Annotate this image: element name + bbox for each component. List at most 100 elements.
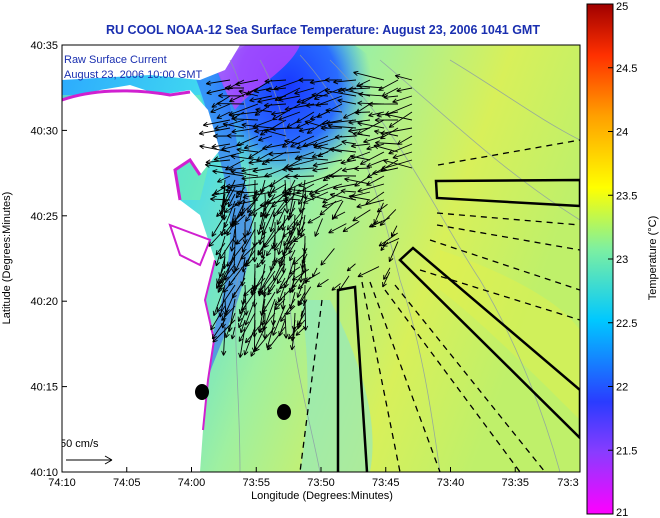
x-tick-label: 74:10 [48,477,76,489]
current-vector [340,159,357,165]
current-vector [325,108,343,114]
current-vector [308,183,329,195]
colorbar-tick-label: 23 [616,254,628,266]
current-vector [337,98,357,105]
current-vector [268,186,276,198]
current-vector [258,135,273,142]
current-vector [294,87,315,95]
current-vector [286,119,301,129]
current-vector [286,207,306,231]
current-vector [324,88,357,97]
current-vector [229,111,259,118]
current-vector [243,143,259,150]
colorbar-tick-label: 24 [616,127,628,139]
current-vector [295,326,306,336]
current-vector [257,207,266,235]
current-vector [296,95,315,104]
current-vector [282,230,292,238]
current-vector [244,319,266,344]
current-vector [382,271,391,288]
current-vector [352,131,371,137]
current-vector [346,263,356,272]
current-vector [233,214,246,226]
current-vector [265,242,276,257]
current-vector [241,167,259,173]
x-tick-label: 74:00 [178,477,206,489]
current-vector [297,155,329,161]
colorbar-tick-label: 21.5 [616,445,637,457]
current-vector [214,235,226,267]
colorbar-tick-label: 25 [616,1,628,13]
colorbar-tick-label: 22.5 [616,318,637,330]
current-vector [348,194,371,201]
current-vector [237,305,246,322]
current-vector [297,286,312,307]
current-vector [301,253,308,264]
current-vector [276,207,286,226]
current-vector [264,158,287,164]
current-vector [368,101,399,107]
current-vector [293,173,315,180]
current-vector [215,242,226,256]
current-vector [298,77,315,83]
scale-label: 50 cm/s [60,438,99,450]
y-tick-label: 40:30 [30,125,58,137]
current-vector [258,221,266,245]
current-vector [263,128,287,137]
current-vector [234,249,246,272]
current-vector [342,220,360,233]
current-vector [278,111,301,121]
current-vector [230,154,259,161]
current-vector [214,119,245,131]
current-vector [244,256,256,268]
land-mass [62,45,220,472]
current-vector [307,215,321,224]
current-vector [245,207,256,222]
current-vector [390,225,398,237]
current-vector [368,111,385,118]
transects [297,139,580,472]
current-vector [366,159,385,168]
chart-title: RU COOL NOAA-12 Sea Surface Temperature:… [106,23,540,37]
current-vector [250,326,266,357]
current-vector [213,151,245,162]
current-vector [348,119,371,125]
current-vector [333,79,357,85]
current-vector [257,95,287,104]
current-vector [309,79,329,85]
current-vector [254,326,276,352]
current-timestamp: August 23, 2006 10:00 GMT [64,69,202,81]
current-vector [236,147,259,153]
current-vector [280,298,296,323]
colorbar-label: Temperature (°C) [647,216,659,300]
current-vector [239,319,246,334]
y-axis: 40:35 40:30 40:25 40:20 40:15 40:10 [30,40,67,479]
current-vector [316,278,329,288]
current-vector [394,74,413,81]
current-vector [274,298,286,311]
current-vector [392,95,413,104]
current-vector [347,127,371,134]
current-vector [383,158,413,169]
current-vector [383,267,391,280]
current-vector [329,173,357,179]
current-vector [204,162,231,169]
current-vector [265,200,276,218]
y-tick-label: 40:10 [30,467,58,479]
current-vector [287,166,315,173]
current-vector [219,235,236,260]
current-vector [332,183,357,191]
current-vector [298,127,315,133]
current-vector [392,151,413,160]
current-vector [380,241,389,251]
current-vector [221,326,227,356]
current-vector [276,270,286,285]
current-vector [235,186,246,199]
y-axis-label: Latitude (Degrees:Minutes) [1,192,13,325]
current-vector [231,127,259,134]
current-vector [292,251,307,265]
current-vector [291,268,310,281]
y-tick-label: 40:25 [30,211,58,223]
x-tick-label: 73:55 [242,477,270,489]
current-vector [211,191,231,198]
